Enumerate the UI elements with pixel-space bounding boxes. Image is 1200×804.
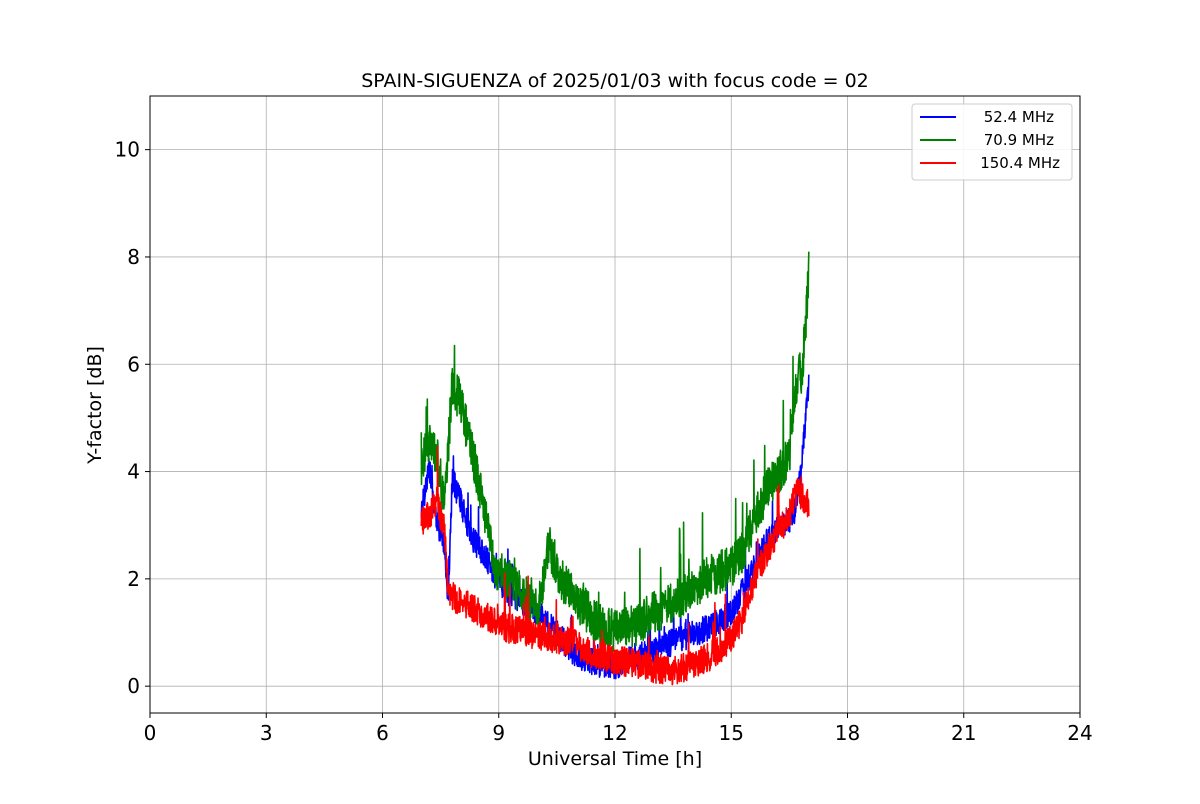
y-tick-label: 2 xyxy=(127,567,140,591)
x-tick-label: 0 xyxy=(144,721,157,745)
x-tick-label: 18 xyxy=(835,721,860,745)
y-tick-label: 4 xyxy=(127,460,140,484)
x-tick-label: 12 xyxy=(602,721,627,745)
chart-legend: 52.4 MHz 70.9 MHz 150.4 MHz xyxy=(911,103,1073,181)
x-tick-label: 6 xyxy=(376,721,389,745)
legend-label-150-4: 150.4 MHz xyxy=(980,154,1060,172)
chart-title: SPAIN-SIGUENZA of 2025/01/03 with focus … xyxy=(361,70,869,92)
x-tick-label: 15 xyxy=(719,721,744,745)
legend-box xyxy=(911,103,1073,181)
y-axis-label: Y-factor [dB] xyxy=(84,346,106,465)
series-line-70-9 xyxy=(420,251,810,653)
legend-entry-150-4: 150.4 MHz xyxy=(920,154,1060,172)
y-tick-label: 0 xyxy=(127,674,140,698)
y-axis-ticks: 0 2 4 6 8 10 xyxy=(115,138,150,698)
y-tick-label: 8 xyxy=(127,245,140,269)
legend-entry-70-9: 70.9 MHz xyxy=(920,131,1054,149)
x-tick-label: 9 xyxy=(492,721,505,745)
series-line-150-4 xyxy=(420,445,810,686)
y-tick-label: 10 xyxy=(115,138,140,162)
x-tick-label: 24 xyxy=(1067,721,1092,745)
y-tick-label: 6 xyxy=(127,352,140,376)
x-tick-label: 3 xyxy=(260,721,273,745)
plot-series xyxy=(420,251,810,686)
x-axis-label: Universal Time [h] xyxy=(528,748,702,770)
legend-label-52-4: 52.4 MHz xyxy=(984,108,1054,126)
x-tick-label: 21 xyxy=(951,721,976,745)
legend-label-70-9: 70.9 MHz xyxy=(984,131,1054,149)
x-axis-ticks: 0 3 6 9 12 15 18 21 24 xyxy=(144,713,1093,745)
legend-entry-52-4: 52.4 MHz xyxy=(920,108,1054,126)
